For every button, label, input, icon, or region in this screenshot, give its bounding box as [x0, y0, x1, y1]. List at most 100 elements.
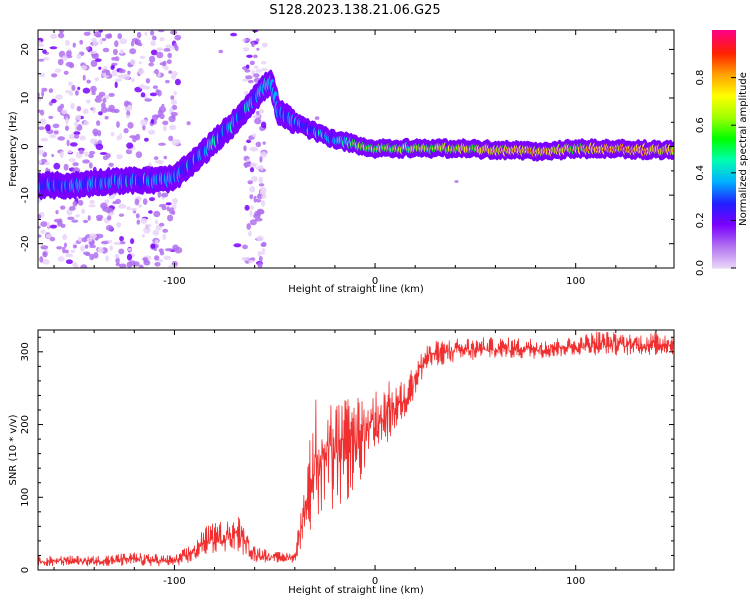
- spectrogram-ridge-cell: [671, 148, 674, 153]
- spectrogram-noise-cell: [118, 203, 127, 209]
- spectrogram-noise-cell: [80, 264, 88, 268]
- colorbar-swatch: [712, 38, 736, 41]
- colorbar-swatch: [712, 66, 736, 69]
- colorbar-swatch: [712, 264, 736, 267]
- spectrogram-noise-cell: [255, 198, 262, 203]
- spectrogram-noise-cell: [258, 255, 263, 263]
- spectrogram-noise-cell: [115, 198, 121, 205]
- colorbar-swatch: [712, 138, 736, 141]
- spectrogram-noise-cell: [172, 244, 179, 251]
- spectrogram-noise-cell: [65, 125, 69, 131]
- spectrogram-noise-cell: [89, 50, 97, 55]
- spectrogram-noise-cell: [256, 208, 264, 215]
- spectrogram-noise-cell: [38, 43, 45, 47]
- spectrogram-noise-cell: [114, 56, 120, 62]
- spectrogram-noise-cell: [41, 90, 45, 97]
- spectrogram-noise-cell: [43, 57, 50, 61]
- spectrogram-noise-cell: [245, 64, 250, 69]
- spectrogram-noise-cell: [45, 233, 53, 239]
- spectrogram-noise-cell: [158, 259, 164, 263]
- spectrogram-noise-cell: [167, 214, 174, 222]
- spectrogram-noise-cell: [170, 95, 175, 100]
- spectrogram-noise-cell: [97, 247, 104, 254]
- spectrogram-noise-cell: [98, 66, 102, 70]
- spectrogram-noise-cell: [138, 264, 144, 268]
- spectrogram-noise-cell: [48, 88, 54, 93]
- spectrogram-noise-cell: [117, 33, 122, 40]
- spectrogram-noise-cell: [129, 48, 137, 55]
- spectrogram-noise-cell: [113, 241, 122, 246]
- spectrogram-noise-cell: [49, 224, 58, 229]
- spectrogram-noise-cell: [242, 244, 248, 250]
- spectrogram-noise-cell: [94, 77, 99, 82]
- spectrogram-noise-cell: [56, 246, 63, 250]
- spectrogram-noise-cell: [50, 33, 58, 39]
- colorbar-swatch: [712, 72, 736, 75]
- spectrogram-noise-cell: [81, 208, 86, 214]
- colorbar-swatch: [712, 136, 736, 139]
- spectrogram-noise-cell: [57, 220, 63, 227]
- spectrogram-noise-cell: [130, 207, 138, 212]
- colorbar-swatch: [712, 94, 736, 97]
- spectrogram-noise-cell: [68, 206, 76, 211]
- spectrogram-noise-cell: [163, 155, 168, 160]
- spectrogram-noise-cell: [249, 185, 256, 193]
- spectrogram-noise-cell: [90, 85, 97, 93]
- chart-title: S128.2023.138.21.06.G25: [269, 3, 440, 18]
- spectrogram-noise-cell: [74, 90, 79, 96]
- spectrogram-noise-cell: [61, 109, 68, 115]
- colorbar-swatch: [712, 166, 736, 169]
- spectrogram-noise-cell: [100, 240, 109, 245]
- spectrogram-noise-cell: [259, 186, 267, 194]
- spectrogram-noise-cell: [115, 257, 120, 264]
- colorbar-swatch: [712, 156, 736, 159]
- spectrogram-noise-cell: [38, 225, 41, 229]
- spectrogram-noise-cell: [260, 151, 267, 159]
- spectrogram-noise-cell: [71, 219, 79, 223]
- spectrogram-noise-cell: [139, 55, 146, 59]
- colorbar-swatch: [712, 168, 736, 171]
- spectrogram-noise-cell: [248, 230, 252, 237]
- spectrogram-noise-cell: [256, 47, 260, 51]
- spectrogram-noise-cell: [157, 191, 162, 198]
- spectrogram-ytick-label: 20: [20, 43, 31, 56]
- spectrogram-noise-cell: [99, 152, 108, 155]
- spectrogram-noise-cell: [253, 73, 260, 78]
- spectrogram-noise-cell: [89, 233, 97, 240]
- spectrogram-noise-cell: [40, 109, 45, 116]
- colorbar-swatch: [712, 188, 736, 191]
- spectrogram-noise-cell: [151, 114, 159, 121]
- spectrogram-noise-cell: [66, 139, 70, 147]
- spectrogram-noise-cell: [122, 74, 131, 81]
- spectrogram-noise-cell: [68, 133, 76, 140]
- colorbar-swatch: [712, 240, 736, 243]
- spectrogram-noise-cell: [112, 48, 118, 56]
- spectrogram-noise-cell: [144, 31, 148, 36]
- spectrogram-ytick-label: -20: [20, 236, 31, 252]
- colorbar-swatch: [712, 244, 736, 247]
- spectrogram-noise-cell: [72, 201, 78, 207]
- spectrogram-noise-cell: [150, 40, 156, 47]
- spectrogram-noise-cell: [253, 54, 258, 59]
- spectrogram-noise-cell: [42, 259, 50, 265]
- colorbar-swatch: [712, 226, 736, 229]
- spectrogram-noise-cell: [135, 213, 140, 219]
- spectrogram-noise-cell: [53, 162, 61, 170]
- spectrogram-noise-cell: [114, 40, 119, 48]
- spectrogram-noise-cell: [168, 207, 175, 215]
- colorbar-swatch: [712, 86, 736, 89]
- colorbar-swatch: [712, 118, 736, 121]
- spectrogram-noise-cell: [140, 119, 148, 126]
- spectrogram-noise-cell: [79, 135, 86, 141]
- colorbar-swatch: [712, 196, 736, 199]
- spectrogram-noise-cell: [71, 84, 76, 91]
- spectrogram-noise-cell: [127, 247, 132, 252]
- spectrogram-noise-cell: [42, 49, 47, 54]
- colorbar-swatch: [712, 200, 736, 203]
- spectrogram-noise-cell: [40, 245, 49, 250]
- spectrogram-noise-cell: [142, 124, 146, 131]
- spectrogram-noise-cell: [82, 159, 90, 164]
- colorbar-swatch: [712, 106, 736, 109]
- colorbar-swatch: [712, 152, 736, 155]
